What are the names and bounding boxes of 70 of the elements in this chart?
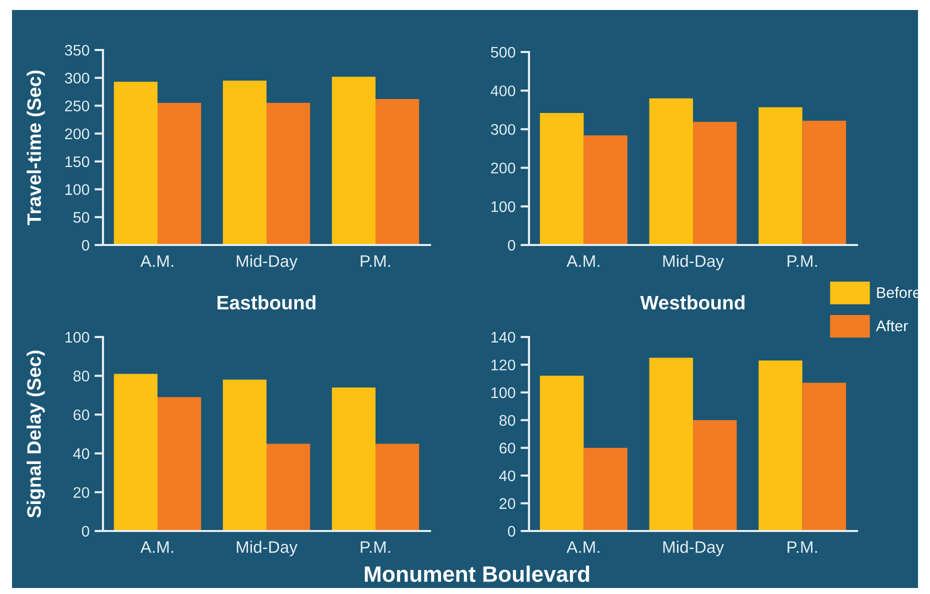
y-tick-label: 0	[82, 526, 90, 537]
bar	[758, 107, 802, 245]
y-tick-label: 60	[500, 442, 516, 454]
y-tick-label: 250	[65, 100, 90, 112]
x-axis-title: Eastbound	[218, 295, 316, 310]
y-tick-label: 140	[491, 332, 516, 343]
bar	[266, 444, 310, 531]
bar	[540, 376, 584, 531]
y-tick-label: 0	[508, 526, 516, 537]
x-tick-label: Mid-Day	[236, 540, 298, 556]
y-tick-label: 200	[65, 128, 90, 140]
x-tick-label: P.M.	[788, 255, 817, 267]
x-axis-title: Westbound	[640, 295, 744, 310]
text: Monument Boulevard	[364, 566, 590, 582]
y-tick-label: 80	[499, 415, 516, 426]
bar	[584, 135, 628, 245]
bar	[376, 99, 420, 245]
y-tick-label: 40	[499, 470, 516, 482]
bar	[114, 374, 158, 531]
x-tick-label: P.M.	[788, 541, 817, 553]
y-tick-label: 100	[491, 201, 516, 212]
y-tick-label: 100	[491, 387, 516, 398]
bar	[222, 380, 266, 531]
x-tick-label: Mid-Day	[663, 254, 724, 270]
y-tick-label: 20	[74, 487, 90, 498]
y-tick-label: 60	[74, 409, 90, 420]
legend-label: After	[876, 320, 908, 332]
x-tick-label: A.M.	[566, 255, 600, 267]
bar	[158, 102, 202, 245]
bar	[332, 76, 376, 245]
y-tick-label: 400	[490, 85, 516, 96]
y-tick-label: 350	[64, 44, 90, 56]
y-tick-label: 40	[73, 448, 90, 460]
bar	[693, 122, 737, 245]
x-tick-label: P.M.	[360, 541, 390, 553]
y-tick-label: 500	[490, 46, 516, 58]
x-tick-label: Mid-Day	[236, 254, 298, 270]
bar	[266, 102, 310, 245]
y-tick-label: 0	[82, 240, 90, 251]
y-tick-label: 20	[500, 498, 516, 509]
bar	[584, 448, 628, 531]
bar	[758, 360, 802, 531]
x-tick-label: A.M.	[140, 541, 174, 553]
bar	[158, 397, 202, 531]
y-tick-label: 120	[491, 360, 516, 370]
y-axis-title: Signal Delay (Sec)	[26, 350, 45, 518]
y-tick-label: 150	[65, 156, 90, 168]
bar	[802, 382, 846, 531]
x-tick-label: Mid-Day	[663, 540, 724, 556]
bar	[376, 444, 420, 531]
bar	[649, 98, 693, 245]
bar	[693, 420, 737, 531]
y-axis-title: Travel-time (Sec)	[26, 70, 45, 226]
bar	[332, 387, 376, 531]
x-tick-label: A.M.	[140, 255, 174, 267]
y-tick-label: 200	[491, 162, 516, 174]
x-tick-label: P.M.	[360, 255, 390, 267]
y-tick-label: 300	[64, 72, 90, 84]
y-tick-label: 100	[65, 184, 90, 195]
bar	[540, 112, 584, 245]
y-tick-label: 0	[508, 240, 516, 251]
y-tick-label: 50	[73, 212, 90, 223]
bar	[222, 80, 266, 245]
bar	[114, 82, 158, 245]
y-tick-label: 300	[490, 124, 516, 135]
bar	[802, 120, 846, 245]
y-tick-label: 100	[65, 332, 90, 343]
y-tick-label: 80	[73, 370, 90, 382]
x-tick-label: A.M.	[566, 541, 600, 553]
bar	[649, 358, 693, 531]
